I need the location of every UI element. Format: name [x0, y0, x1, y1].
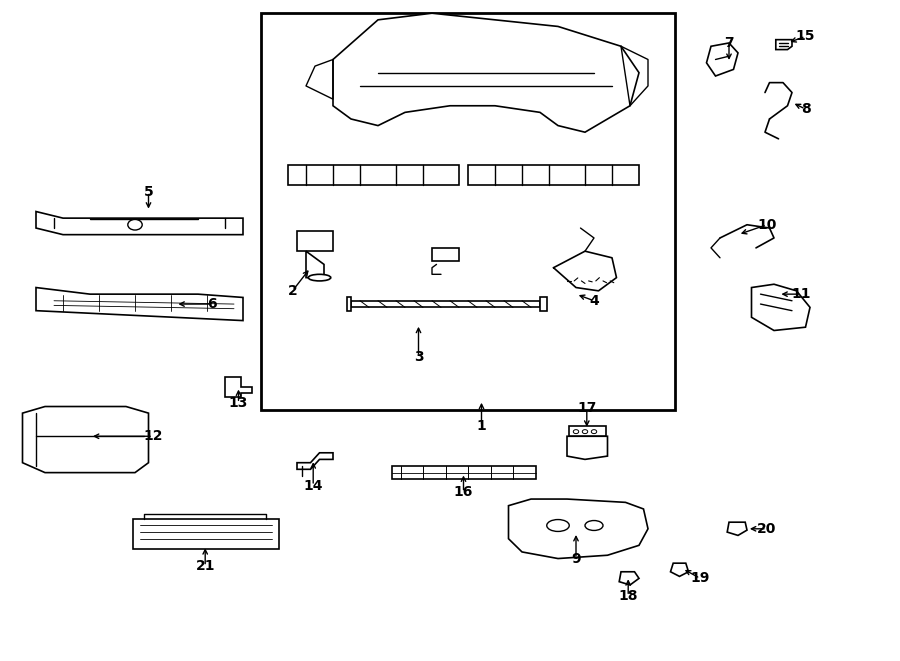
Text: 18: 18: [618, 589, 638, 603]
Bar: [261, 13, 675, 410]
Polygon shape: [727, 522, 747, 535]
Polygon shape: [22, 407, 148, 473]
Text: 3: 3: [414, 350, 423, 364]
Text: 4: 4: [590, 293, 598, 308]
Text: 19: 19: [690, 571, 710, 586]
Text: 12: 12: [143, 429, 163, 444]
Text: 8: 8: [801, 102, 810, 116]
Text: 10: 10: [757, 217, 777, 232]
Polygon shape: [306, 251, 324, 278]
Polygon shape: [346, 297, 351, 311]
Text: 20: 20: [757, 522, 777, 536]
Text: 6: 6: [207, 297, 216, 311]
Polygon shape: [569, 426, 606, 436]
Ellipse shape: [585, 521, 603, 530]
Text: 14: 14: [303, 479, 323, 493]
Polygon shape: [468, 165, 639, 185]
Text: 15: 15: [796, 29, 815, 44]
Polygon shape: [288, 165, 459, 185]
Polygon shape: [351, 301, 540, 307]
Polygon shape: [333, 13, 639, 132]
Polygon shape: [540, 297, 547, 311]
Polygon shape: [567, 436, 608, 459]
Circle shape: [591, 430, 597, 434]
Text: 9: 9: [572, 551, 580, 566]
Polygon shape: [133, 519, 279, 549]
Polygon shape: [706, 43, 738, 76]
Text: 16: 16: [454, 485, 473, 500]
Text: 13: 13: [229, 396, 248, 410]
Text: 1: 1: [477, 419, 486, 434]
Polygon shape: [432, 248, 459, 261]
Circle shape: [582, 430, 588, 434]
Polygon shape: [36, 288, 243, 321]
Polygon shape: [752, 284, 810, 330]
Circle shape: [573, 430, 579, 434]
Polygon shape: [508, 499, 648, 559]
Polygon shape: [776, 40, 792, 50]
Polygon shape: [297, 231, 333, 251]
Ellipse shape: [308, 274, 331, 281]
Text: 2: 2: [288, 284, 297, 298]
Text: 17: 17: [577, 401, 597, 416]
Text: 11: 11: [791, 287, 811, 301]
Polygon shape: [225, 377, 252, 397]
Ellipse shape: [547, 520, 569, 531]
Polygon shape: [392, 466, 536, 479]
Polygon shape: [619, 572, 639, 585]
Polygon shape: [670, 563, 688, 576]
Text: 5: 5: [144, 184, 153, 199]
Polygon shape: [297, 453, 333, 469]
Text: 21: 21: [195, 559, 215, 574]
Circle shape: [128, 219, 142, 230]
Polygon shape: [36, 212, 243, 235]
Text: 7: 7: [724, 36, 733, 50]
